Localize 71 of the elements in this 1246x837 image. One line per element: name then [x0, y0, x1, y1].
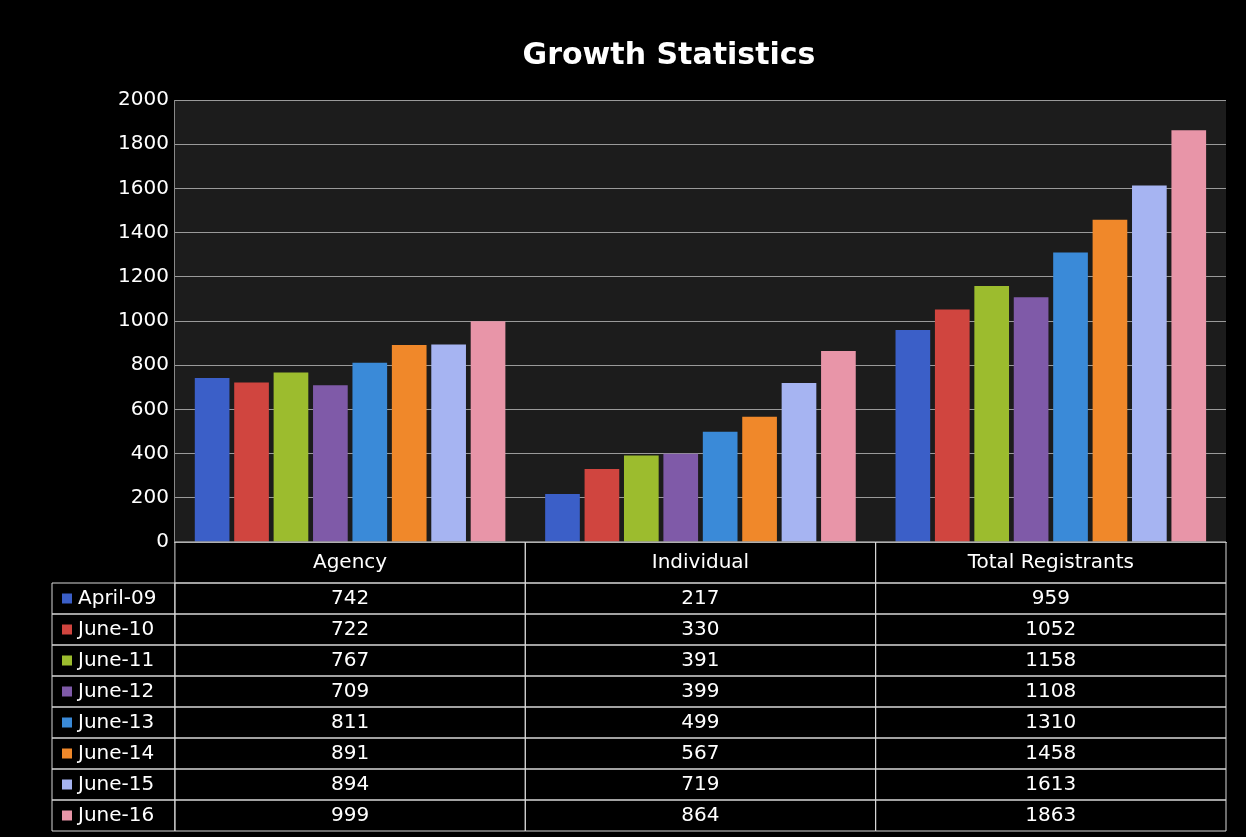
legend-label: June-11 [76, 646, 155, 671]
legend-label: April-09 [78, 584, 157, 609]
y-tick-label: 0 [156, 528, 169, 553]
y-tick-label: 200 [130, 484, 169, 508]
data-label: 811 [330, 708, 370, 733]
data-label: 567 [681, 739, 720, 764]
data-label: 959 [1031, 584, 1070, 609]
bar [934, 309, 970, 542]
bar [1171, 130, 1207, 542]
data-label: 999 [330, 801, 370, 826]
data-label: 891 [330, 739, 370, 764]
bar [895, 330, 931, 542]
data-label: 399 [681, 677, 720, 702]
x-tick-label: Agency [312, 548, 388, 573]
data-label: 709 [330, 677, 370, 702]
bar [234, 382, 269, 542]
data-label: 1310 [1025, 708, 1077, 733]
bar [974, 286, 1010, 542]
bar [742, 416, 777, 542]
bar [431, 344, 466, 542]
bar [1132, 185, 1167, 542]
legend-label: June-10 [76, 615, 155, 640]
bar [273, 372, 309, 542]
y-tick-label: 600 [130, 395, 169, 420]
bar [781, 383, 817, 542]
data-label: 1613 [1025, 770, 1077, 795]
bar [702, 431, 738, 542]
bar [1092, 219, 1128, 542]
bar [821, 351, 856, 542]
bar [584, 469, 620, 542]
bar [470, 321, 506, 542]
bar [352, 362, 388, 542]
y-tick-label: 400 [130, 439, 169, 464]
data-label: 499 [681, 708, 720, 733]
y-tick-label: 1800 [117, 130, 169, 155]
data-label: 1052 [1025, 615, 1077, 640]
data-label: 767 [330, 646, 370, 671]
data-label: 1458 [1025, 739, 1077, 764]
chart-title: Growth Statistics [522, 35, 816, 71]
y-tick-label: 1200 [117, 263, 169, 287]
y-tick-label: 1400 [117, 218, 169, 243]
data-label: 391 [681, 646, 720, 671]
bar [313, 385, 348, 542]
legend-label: June-13 [76, 708, 155, 733]
data-label: 864 [681, 801, 720, 826]
data-label: 1863 [1025, 801, 1077, 826]
bar [391, 345, 427, 542]
legend-label: June-15 [76, 770, 155, 795]
data-label: 1108 [1025, 677, 1077, 702]
data-label: 330 [681, 615, 720, 640]
y-tick-label: 2000 [117, 86, 169, 111]
legend-label: June-14 [76, 739, 155, 764]
y-tick-label: 1000 [117, 307, 169, 332]
x-tick-label: Total Registrants [966, 548, 1134, 573]
bar [545, 494, 580, 542]
legend-label: June-16 [76, 801, 155, 826]
data-label: 719 [681, 770, 720, 795]
bar [623, 455, 659, 542]
y-tick-label: 800 [130, 351, 169, 376]
legend-label: June-12 [76, 677, 155, 702]
bar [1013, 297, 1049, 542]
data-label: 894 [330, 770, 370, 795]
bar [663, 453, 699, 542]
y-tick-label: 1600 [117, 174, 169, 199]
data-label: 742 [330, 584, 370, 609]
bar [1053, 252, 1088, 542]
data-label: 1158 [1025, 646, 1077, 671]
x-tick-label: Individual [651, 548, 750, 573]
data-label: 722 [330, 615, 370, 640]
data-label: 217 [681, 584, 720, 609]
bar [194, 378, 230, 542]
